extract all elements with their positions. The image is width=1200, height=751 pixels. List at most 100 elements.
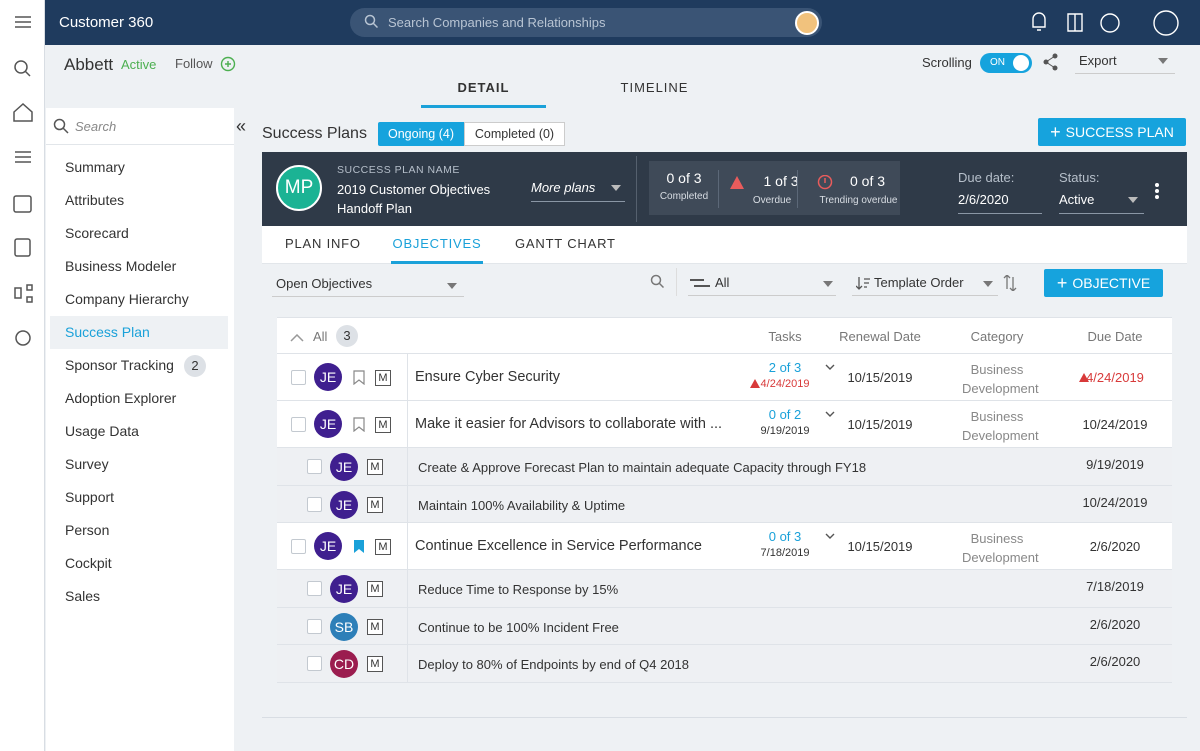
sort-direction-icon[interactable] [1003, 275, 1017, 291]
sidebar-item[interactable]: Business Modeler [50, 250, 228, 283]
global-search[interactable]: Search Companies and Relationships [350, 8, 822, 37]
checkbox[interactable] [307, 496, 322, 512]
subtab-objectives[interactable]: OBJECTIVES [391, 236, 483, 264]
plan-avatar: MP [276, 165, 322, 211]
profile-icon[interactable] [1153, 10, 1179, 36]
stat-value: 0 of 3 [849, 173, 886, 189]
owner-filter[interactable]: All [688, 271, 836, 296]
list-icon[interactable] [15, 151, 31, 163]
add-objective[interactable]: + OBJECTIVE [1044, 269, 1163, 297]
sidebar-item[interactable]: Summary [50, 151, 228, 184]
settings-icon[interactable] [15, 330, 31, 346]
home-icon[interactable] [13, 102, 33, 122]
tab-timeline[interactable]: TIMELINE [620, 80, 689, 95]
bookmark[interactable] [353, 417, 365, 432]
priority: M [375, 539, 391, 555]
filter-search-icon[interactable] [650, 274, 664, 288]
subtab-gantt[interactable]: GANTT CHART [515, 236, 616, 251]
sidebar-item[interactable]: Survey [50, 448, 228, 481]
task-title[interactable]: Create & Approve Forecast Plan to mainta… [418, 460, 867, 475]
checkbox[interactable] [291, 417, 306, 432]
stat-label: Overdue [752, 195, 792, 206]
sidebar-item[interactable]: Attributes [50, 184, 228, 217]
more-plans[interactable]: More plans [531, 180, 625, 202]
checkbox[interactable] [307, 459, 322, 474]
checkbox[interactable] [307, 656, 322, 671]
share-icon[interactable] [1043, 53, 1059, 71]
sidebar-item[interactable]: Sales [50, 580, 228, 613]
column-header[interactable]: Due Date [1087, 329, 1143, 344]
column-header[interactable]: Category [970, 329, 1024, 344]
user-avatar[interactable] [795, 11, 819, 35]
tasks-icon[interactable] [14, 238, 31, 257]
follow-icon[interactable] [220, 56, 236, 72]
objective-title[interactable]: Make it easier for Advisors to collabora… [415, 416, 723, 432]
task-title[interactable]: Continue to be 100% Incident Free [418, 619, 619, 635]
subtab-plan-info[interactable]: PLAN INFO [285, 236, 361, 251]
add-success-plan[interactable]: + SUCCESS PLAN [1038, 118, 1186, 146]
expand-chevron[interactable] [825, 364, 835, 371]
view-filter[interactable]: Open Objectives [272, 272, 464, 297]
sidebar-item[interactable]: Company Hierarchy [50, 283, 228, 316]
task-title[interactable]: Reduce Time to Response by 15% [418, 582, 619, 597]
bookmark[interactable] [353, 370, 365, 385]
bookmark[interactable] [353, 539, 365, 554]
sidebar-item[interactable]: Adoption Explorer [50, 382, 228, 415]
tasks-count[interactable]: 0 of 2 [768, 407, 802, 422]
collapse-icon[interactable]: « [236, 116, 247, 136]
column-header[interactable]: Renewal Date [839, 329, 921, 344]
task-title[interactable]: Maintain 100% Availability & Uptime [418, 497, 626, 513]
sidebar-search[interactable]: Search [46, 108, 234, 145]
bell-icon[interactable] [1032, 12, 1046, 31]
calendar-icon[interactable] [13, 195, 32, 213]
row-divider [407, 401, 408, 448]
ongoing-tab[interactable]: Ongoing (4) [378, 122, 464, 146]
sidebar-item[interactable]: Cockpit [50, 547, 228, 580]
search-icon[interactable] [14, 60, 28, 74]
sidebar-item[interactable]: Usage Data [50, 415, 228, 448]
tasks-count[interactable]: 0 of 3 [768, 529, 802, 544]
sidebar-item[interactable]: Support [50, 481, 228, 514]
checkbox[interactable] [291, 539, 306, 554]
objective-title[interactable]: Continue Excellence in Service Performan… [415, 538, 702, 554]
sidebar-item[interactable]: Scorecard [50, 217, 228, 250]
hierarchy-icon[interactable] [14, 284, 33, 303]
column-header[interactable]: Tasks [768, 329, 802, 344]
icon-rail [0, 0, 45, 751]
tab-detail[interactable]: DETAIL [421, 80, 546, 108]
priority: M [367, 496, 383, 513]
due-label: Due date: [958, 170, 1015, 185]
collapse-all[interactable] [290, 334, 304, 342]
kebab-menu[interactable] [1154, 182, 1160, 200]
objective-title[interactable]: Ensure Cyber Security [415, 369, 561, 385]
export-dropdown[interactable]: Export [1075, 52, 1175, 74]
task-row: CD M Deploy to 80% of Endpoints by end of … [277, 645, 1172, 683]
item-label: Scorecard [65, 225, 129, 241]
status-value[interactable]: Active [1059, 192, 1144, 214]
checkbox[interactable] [291, 370, 306, 385]
tasks-count[interactable]: 2 of 3 [768, 360, 802, 375]
sidebar-item[interactable]: Success Plan [50, 316, 228, 349]
menu-icon[interactable] [15, 16, 31, 28]
top-icons [1032, 10, 1179, 36]
task-date: 9/19/2019 [760, 425, 810, 437]
checkbox[interactable] [307, 618, 322, 634]
task-title[interactable]: Deploy to 80% of Endpoints by end of Q4 … [418, 657, 690, 672]
follow-link[interactable]: Follow [175, 56, 213, 71]
sidebar-item[interactable]: Person [50, 514, 228, 547]
order-filter[interactable]: Template Order [852, 271, 998, 296]
globe-icon[interactable] [1100, 13, 1120, 33]
subtab-bar [262, 226, 1187, 264]
button-label: OBJECTIVE [1072, 275, 1151, 291]
item-label: Sponsor Tracking [65, 357, 174, 373]
due-date[interactable]: 2/6/2020 [958, 192, 1042, 214]
sidebar-item[interactable]: Sponsor Tracking 2 [50, 349, 228, 382]
stat-value: 0 of 3 [666, 170, 702, 186]
book-icon[interactable] [1067, 13, 1083, 32]
checkbox[interactable] [307, 581, 322, 596]
completed-tab[interactable]: Completed (0) [464, 122, 565, 146]
expand-chevron[interactable] [825, 411, 835, 418]
expand-chevron[interactable] [825, 533, 835, 540]
priority: M [367, 459, 383, 475]
owner-avatar: JE [314, 363, 342, 391]
